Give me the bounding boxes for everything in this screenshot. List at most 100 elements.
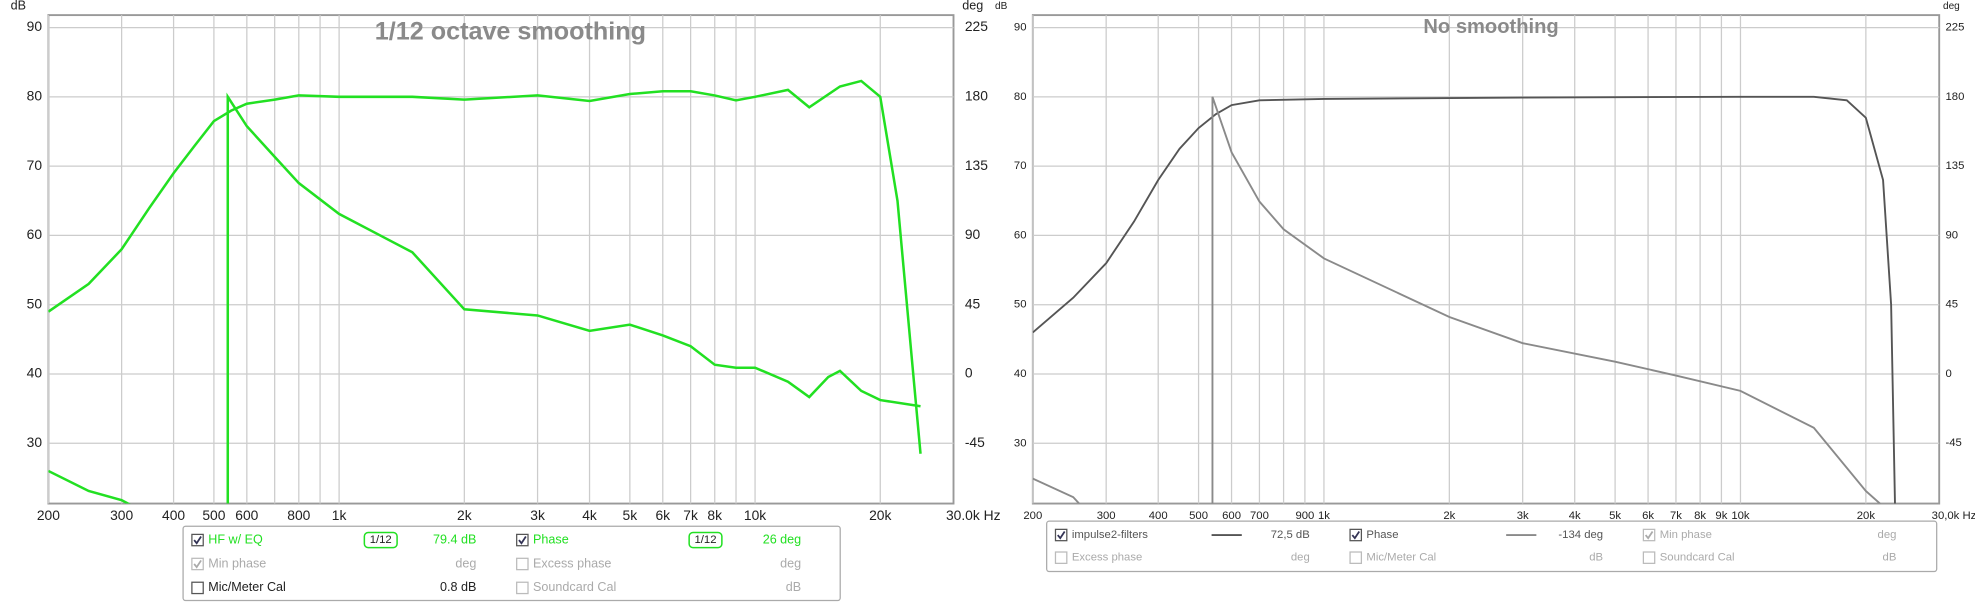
x-tick-label: 1k <box>1318 510 1330 522</box>
chart-title: No smoothing <box>1423 16 1558 38</box>
smoothing-label: 1/12 <box>694 534 716 546</box>
y2-tick-label: 225 <box>1946 22 1965 34</box>
legend-value: dB <box>1589 552 1603 564</box>
legend-value: 26 deg <box>763 532 801 546</box>
legend-value: deg <box>455 556 476 570</box>
checkbox[interactable] <box>191 533 204 547</box>
x-tick-label: 200 <box>37 507 60 523</box>
x-tick-label: 400 <box>1149 510 1168 522</box>
legend-label: Min phase <box>208 556 266 570</box>
legend-label: Excess phase <box>1072 552 1142 564</box>
x-tick-label: 8k <box>707 507 722 523</box>
x-tick-label: 9k <box>1715 510 1727 522</box>
y-tick-label: 30 <box>27 434 43 450</box>
checkbox[interactable] <box>1349 551 1363 564</box>
x-tick-label: 10k <box>744 507 766 523</box>
legend-value: deg <box>1291 552 1310 564</box>
y-tick-label: 80 <box>1014 91 1027 103</box>
x-tick-label: 20k <box>1857 510 1876 522</box>
y-tick-label: 60 <box>27 226 43 242</box>
legend-label: Phase <box>1366 529 1398 541</box>
y-tick-label: 90 <box>1014 22 1027 34</box>
x-tick-label: 4k <box>582 507 597 523</box>
series-line <box>48 92 921 504</box>
y2-tick-label: -45 <box>1946 437 1962 449</box>
legend-label: Excess phase <box>533 556 611 570</box>
checkbox[interactable] <box>1642 528 1656 542</box>
x-tick-label: 30.0k Hz <box>946 507 1001 523</box>
y2-tick-label: 225 <box>965 18 988 34</box>
x-tick-label: 600 <box>235 507 258 523</box>
y2-tick-label: 45 <box>1946 299 1959 311</box>
y2-tick-label: 90 <box>965 226 981 242</box>
y-unit: dB <box>11 0 26 13</box>
legend-label: Mic/Meter Cal <box>1366 552 1436 564</box>
legend-value: deg <box>780 556 801 570</box>
y-tick-label: 40 <box>1014 368 1027 380</box>
y2-tick-label: 135 <box>965 157 988 173</box>
plot-lines <box>48 79 922 504</box>
x-tick-label: 500 <box>202 507 225 523</box>
y-tick-label: 70 <box>27 157 43 173</box>
x-tick-label: 500 <box>1189 510 1208 522</box>
smoothing-button[interactable] <box>688 531 723 549</box>
legend-value: dB <box>786 580 801 594</box>
checkbox[interactable] <box>516 557 529 571</box>
y-tick-label: 40 <box>27 365 43 381</box>
x-tick-label: 6k <box>655 507 670 523</box>
checkbox[interactable] <box>1054 528 1068 542</box>
y-tick-label: 60 <box>1014 229 1027 241</box>
smoothing-label: 1/12 <box>370 534 392 546</box>
legend-panel <box>1046 520 1938 573</box>
x-tick-label: 6k <box>1642 510 1654 522</box>
legend-value: deg <box>1878 529 1897 541</box>
legend-value: 79.4 dB <box>433 532 476 546</box>
y2-tick-label: 45 <box>965 295 981 311</box>
x-tick-label: 900 <box>1295 510 1314 522</box>
series-line <box>48 79 922 454</box>
x-tick-label: 300 <box>1097 510 1116 522</box>
y2-unit: deg <box>962 0 983 13</box>
checkmark <box>1057 531 1066 540</box>
checkbox[interactable] <box>516 533 529 547</box>
y-tick-label: 80 <box>27 88 43 104</box>
x-tick-label: 5k <box>623 507 638 523</box>
y-tick-label: 70 <box>1014 160 1027 172</box>
checkbox[interactable] <box>191 581 204 595</box>
checkbox[interactable] <box>516 581 529 595</box>
x-tick-label: 8k <box>1694 510 1706 522</box>
y-unit: dB <box>995 1 1008 12</box>
legend-value: 72,5 dB <box>1271 529 1310 541</box>
x-tick-label: 600 <box>1222 510 1241 522</box>
legend-value: 0.8 dB <box>440 580 476 594</box>
y-tick-label: 50 <box>1014 299 1027 311</box>
smoothing-button[interactable] <box>363 531 398 549</box>
checkmark <box>1644 531 1654 540</box>
x-tick-label: 800 <box>287 507 310 523</box>
x-tick-label: 7k <box>1670 510 1682 522</box>
checkmark <box>1351 531 1360 540</box>
x-tick-label: 2k <box>1443 510 1455 522</box>
y2-tick-label: -45 <box>965 434 985 450</box>
x-tick-label: 400 <box>162 507 185 523</box>
y2-tick-label: 90 <box>1946 229 1959 241</box>
legend-value: -134 deg <box>1558 529 1603 541</box>
x-tick-label: 30,0k Hz <box>1932 510 1975 522</box>
y2-tick-label: 0 <box>1946 368 1952 380</box>
y2-tick-label: 180 <box>1946 91 1965 103</box>
plot-area <box>1031 14 1941 505</box>
legend-label: Soundcard Cal <box>1660 552 1735 564</box>
y2-tick-label: 0 <box>965 365 973 381</box>
checkbox[interactable] <box>1642 551 1656 564</box>
plot-lines <box>1032 95 1896 504</box>
series-line <box>1032 96 1882 504</box>
x-tick-label: 5k <box>1609 510 1621 522</box>
plot-area <box>47 14 955 505</box>
legend-label: Soundcard Cal <box>533 580 616 594</box>
legend-label: Min phase <box>1660 529 1712 541</box>
checkbox[interactable] <box>1349 528 1363 542</box>
checkbox[interactable] <box>1054 551 1068 564</box>
legend-label: Mic/Meter Cal <box>208 580 286 594</box>
checkbox[interactable] <box>191 557 204 571</box>
